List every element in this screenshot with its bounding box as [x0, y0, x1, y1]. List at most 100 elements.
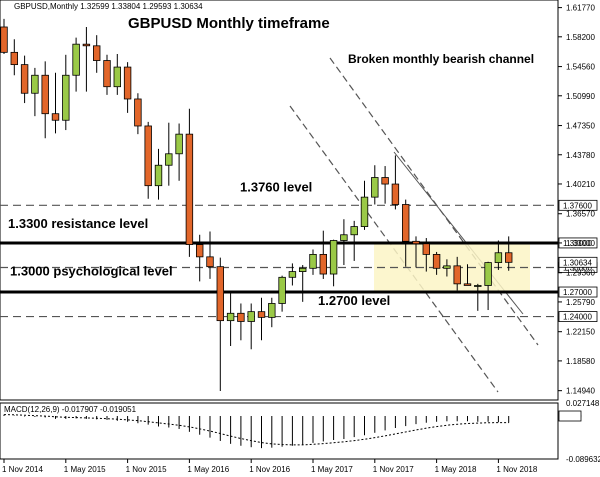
candle-body [31, 74, 39, 94]
macd-label: MACD(12,26,9) -0.017907 -0.019051 [4, 405, 137, 414]
time-axis: 1 Nov 2014 1 May 2015 1 Nov 2015 1 May 2016… [2, 459, 538, 474]
level-axis-label: 1.27000 [563, 288, 592, 297]
y-tick-label: 1.29360 [566, 269, 595, 278]
candle-body [494, 252, 503, 263]
candle-body [134, 98, 142, 127]
price-plot-frame [0, 0, 559, 401]
candle-body [72, 43, 80, 76]
candle-body [268, 303, 276, 318]
level-axis-box [558, 311, 598, 322]
y-tick-label: 1.14940 [566, 387, 595, 396]
x-tick-label: 1 May 2016 [187, 465, 229, 474]
candle-body [247, 311, 255, 322]
x-tick-label: 1 Nov 2015 [126, 465, 167, 474]
candle-body [165, 153, 173, 166]
candle-body [278, 276, 286, 304]
macd-tick-label: -0.089632 [566, 455, 600, 464]
y-tick-label: 1.47350 [566, 122, 595, 131]
candle-body [401, 204, 410, 242]
candle-body [41, 74, 49, 115]
candle-body [412, 240, 420, 245]
candle-body [298, 267, 307, 272]
level-axis-label: 1.24000 [563, 313, 592, 322]
candle-body [504, 252, 513, 263]
candle-body [20, 64, 29, 94]
price-axis: 1.61770 1.58200 1.54560 1.50990 1.47350 1.437… [558, 4, 595, 396]
candle-body [422, 243, 430, 255]
macd-signal-line [3, 414, 509, 446]
candle-body [391, 183, 400, 205]
level-label: 1.3000 psychological level [10, 263, 173, 278]
candle-body [257, 311, 266, 318]
y-tick-label: 1.58200 [566, 33, 595, 42]
y-tick-label: 1.18580 [566, 357, 595, 366]
candle-body [360, 196, 369, 227]
candle-body [319, 253, 327, 275]
candle-body [62, 74, 70, 121]
candle-body [381, 177, 389, 185]
candle-body [340, 234, 348, 241]
level-axis-box [558, 286, 598, 298]
candle-body [443, 265, 451, 269]
candle-body [288, 271, 297, 278]
candle-body [350, 226, 358, 236]
x-tick-label: 1 May 2018 [435, 465, 477, 474]
candle-body [309, 253, 317, 269]
level-axis-label: 1.37600 [563, 201, 592, 210]
candle-body [237, 312, 245, 322]
candle-body [175, 133, 183, 155]
channel-annotation: Broken monthly bearish channel [348, 52, 534, 66]
candles [0, 18, 513, 392]
candle-body [484, 262, 492, 286]
candle-body [82, 43, 91, 47]
candle-body [144, 125, 152, 187]
candle-body [103, 60, 111, 88]
y-tick-label: 1.22150 [566, 328, 595, 337]
candle-body [51, 113, 60, 121]
candle-body [10, 51, 18, 66]
candle-body [453, 265, 461, 285]
candle-body [474, 285, 482, 287]
y-tick-label: 1.36570 [566, 210, 595, 219]
candle-body [329, 240, 338, 275]
level-label: 1.2700 level [318, 293, 390, 308]
level-label: 1.3300 resistance level [8, 216, 148, 231]
level-axis-label: 1.33000 [563, 239, 592, 248]
chart-title: GBPUSD Monthly timeframe [128, 15, 330, 32]
macd-panel: MACD(12,26,9) -0.017907 -0.019051 0.0271… [0, 399, 600, 464]
candle-body [0, 26, 8, 53]
candle-body [185, 133, 194, 245]
candle-body [123, 66, 132, 100]
y-tick-label: 1.50990 [566, 92, 595, 101]
consolidation-box [374, 242, 530, 293]
y-tick-label: 1.25790 [566, 298, 595, 307]
y-tick-label: 1.61770 [566, 4, 595, 13]
y-tick-label: 1.54560 [566, 63, 595, 72]
current-price-box [558, 256, 598, 268]
macd-zero-box [558, 410, 582, 422]
y-tick-label: 1.33000 [566, 239, 595, 248]
y-tick-label: 1.40210 [566, 180, 595, 189]
annotations: GBPUSD,Monthly 1.32599 1.33804 1.29593 1… [8, 2, 534, 308]
level-label: 1.3760 level [240, 179, 312, 194]
candle-body [93, 45, 101, 61]
consolidation-zone [374, 242, 530, 293]
price-levels: 1.37600 1.33000 1.30000 1.27000 1.24000 1.306… [0, 199, 598, 322]
price-plot: 1.37600 1.33000 1.30000 1.27000 1.24000 1.306… [0, 0, 598, 401]
x-tick-label: 1 Nov 2016 [249, 465, 290, 474]
candle-body [195, 244, 204, 258]
current-price-label: 1.30634 [563, 258, 592, 267]
macd-tick-label: 0.027148 [566, 399, 600, 408]
candle-body [226, 312, 235, 322]
chart-header: GBPUSD,Monthly 1.32599 1.33804 1.29593 1… [14, 2, 203, 11]
candle-body [113, 66, 121, 88]
level-axis-label: 1.30000 [563, 263, 592, 272]
level-axis-box [558, 199, 598, 211]
x-tick-label: 1 Nov 2017 [373, 465, 414, 474]
x-tick-label: 1 May 2017 [311, 465, 353, 474]
candle-body [432, 253, 441, 269]
candle-body [154, 164, 163, 187]
x-tick-label: 1 Nov 2018 [496, 465, 537, 474]
x-tick-label: 1 May 2015 [64, 465, 106, 474]
